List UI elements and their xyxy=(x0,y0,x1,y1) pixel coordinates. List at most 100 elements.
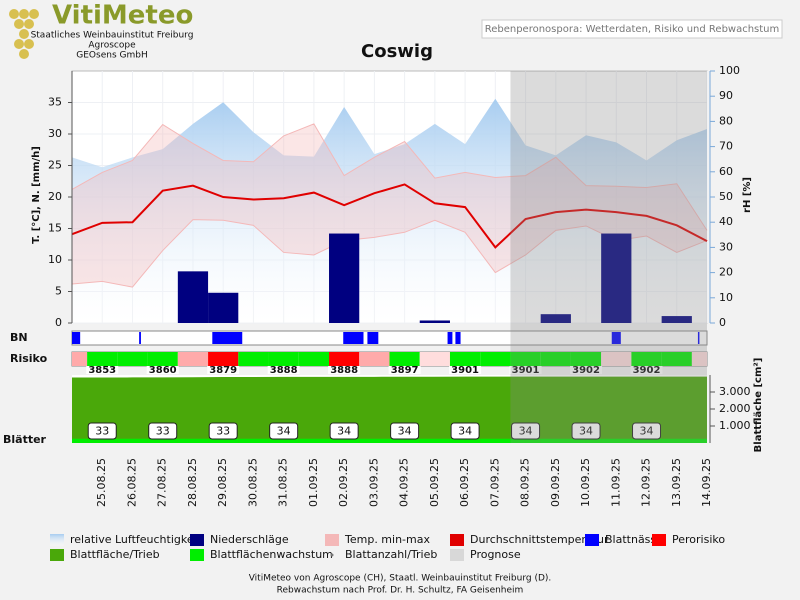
leaf-growth xyxy=(238,438,269,443)
y3-tick-label: 3.000 xyxy=(719,385,751,398)
x-tick-label: 01.09.25 xyxy=(307,458,320,507)
leaf-area-label: 3902 xyxy=(572,365,600,376)
leaf-wetness xyxy=(72,332,81,344)
logo-line: Staatliches Weinbauinstitut Freiburg xyxy=(31,31,194,41)
leaf-count-box xyxy=(632,422,662,440)
x-tick-label: 02.09.25 xyxy=(337,458,350,507)
risk-cell xyxy=(601,352,632,366)
y3-axis-label: Blattfläche [cm²] xyxy=(753,358,764,453)
legend-swatch xyxy=(190,534,204,546)
risk-cell xyxy=(87,352,118,366)
legend-label: Durchschnittstemperatur xyxy=(470,533,609,546)
leaf-wetness xyxy=(139,332,141,344)
risk-cell xyxy=(661,352,692,366)
footer: VitiMeteo von Agroscope (CH), Staatl. We… xyxy=(249,574,552,584)
leaf-count-box xyxy=(87,422,117,440)
risk-cell xyxy=(419,352,450,366)
leaf-area-label-bg xyxy=(449,366,482,374)
y2-tick-label: 80 xyxy=(719,114,733,127)
leaf-area-label-bg xyxy=(207,366,240,374)
precip-bar xyxy=(601,233,632,323)
x-tick-label: 25.08.25 xyxy=(95,458,108,507)
y3-tick-label: 1.000 xyxy=(719,419,751,432)
leaf-wetness xyxy=(367,332,379,344)
x-tick-label: 12.09.25 xyxy=(640,458,653,507)
risk-cell xyxy=(177,352,209,366)
row-label: Risiko xyxy=(10,352,48,365)
legend-swatch xyxy=(652,534,666,546)
leaf-growth xyxy=(87,438,118,443)
leaf-area-label: 3879 xyxy=(209,365,237,376)
leaf-growth xyxy=(419,438,450,443)
leaf-wetness xyxy=(697,332,700,344)
leaf-count-box xyxy=(208,422,238,440)
legend-label: Blattnässe xyxy=(605,533,663,546)
y2-tick-label: 20 xyxy=(719,266,733,279)
y-tick-label: 10 xyxy=(48,253,62,266)
leaf-area-label-bg xyxy=(570,366,603,374)
risk-cell xyxy=(480,352,511,366)
risk-cell xyxy=(208,352,239,366)
leaf-area-label: 3860 xyxy=(149,365,177,376)
leaf-area-label-bg xyxy=(388,366,421,374)
y2-axis-label: rH [%] xyxy=(742,177,753,213)
leaf-growth xyxy=(661,438,692,443)
x-tick-label: 11.09.25 xyxy=(609,458,622,507)
leaf-count-label: 34 xyxy=(519,425,533,438)
leaf-area-label-bg xyxy=(509,366,542,374)
y-tick-label: 15 xyxy=(48,222,62,235)
leaf-count-label: 34 xyxy=(579,425,593,438)
leaf-wetness xyxy=(455,332,461,344)
legend-label: Prognose xyxy=(470,548,521,561)
leaf-area-label: 3888 xyxy=(270,365,298,376)
leaf-growth xyxy=(72,438,88,443)
leaf-growth xyxy=(691,438,707,443)
legend-swatch xyxy=(450,549,464,561)
leaf-area-label: 3901 xyxy=(512,365,540,376)
legend-label: Temp. min-max xyxy=(344,533,430,546)
leaf-growth xyxy=(389,438,420,443)
leaf-growth xyxy=(449,438,481,443)
leaf-growth xyxy=(510,438,541,443)
leaf-wetness xyxy=(212,332,243,344)
legend-swatch xyxy=(50,549,64,561)
temp-band xyxy=(72,123,707,288)
temp-high-line xyxy=(71,123,708,231)
leaf-count-label: 34 xyxy=(337,425,351,438)
leaf-count-box xyxy=(450,422,480,440)
forecast-shade xyxy=(510,71,707,443)
subtitle-box xyxy=(481,19,783,39)
x-tick-label: 04.09.25 xyxy=(398,458,411,507)
legend-label: Blattfläche/Trieb xyxy=(70,548,160,561)
precip-bar xyxy=(540,314,571,323)
y-tick-label: 5 xyxy=(55,285,62,298)
leaf-area-label: 3853 xyxy=(88,365,116,376)
risk-cell xyxy=(329,352,360,366)
legend-label: Niederschläge xyxy=(210,533,289,546)
risk-cell xyxy=(359,352,390,366)
leaf-area-label-bg xyxy=(630,366,663,374)
leaf-count-box xyxy=(571,422,601,440)
risk-cell xyxy=(268,352,299,366)
risk-cell xyxy=(510,352,541,366)
leaf-growth xyxy=(177,438,209,443)
precip-bar xyxy=(208,292,239,323)
risk-cell xyxy=(570,352,602,366)
y2-tick-label: 50 xyxy=(719,190,733,203)
risk-cell xyxy=(298,352,330,366)
leaf-growth xyxy=(329,438,360,443)
footer: Rebwachstum nach Prof. Dr. H. Schultz, F… xyxy=(277,586,524,596)
x-tick-label: 31.08.25 xyxy=(277,458,290,507)
logo-grapes xyxy=(9,9,39,59)
humidity-area xyxy=(72,98,707,323)
leaf-area-label: 3902 xyxy=(633,365,661,376)
x-tick-label: 08.09.25 xyxy=(519,458,532,507)
precip-bar xyxy=(177,271,209,323)
leaf-area-label: 3888 xyxy=(330,365,358,376)
y2-tick-label: 70 xyxy=(719,140,733,153)
legend-label: Perorisiko xyxy=(672,533,725,546)
temp-line xyxy=(71,183,708,249)
precip-bar xyxy=(661,316,692,323)
leaf-count-label: 34 xyxy=(398,425,412,438)
